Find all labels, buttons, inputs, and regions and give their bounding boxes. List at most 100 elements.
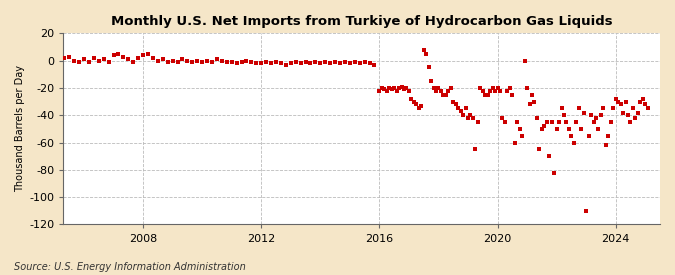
Point: [483, 93, 493, 97]
Point: [455, 109, 466, 113]
Point: [300, 60, 311, 64]
Point: [411, 102, 422, 106]
Point: [546, 120, 557, 124]
Point: [630, 116, 641, 120]
Point: [640, 102, 651, 106]
Point: [148, 56, 159, 60]
Point: [408, 99, 419, 104]
Point: [568, 140, 579, 145]
Point: [423, 65, 434, 70]
Point: [172, 60, 183, 64]
Point: [280, 62, 291, 67]
Point: [157, 57, 168, 62]
Point: [475, 86, 486, 90]
Point: [635, 99, 646, 104]
Point: [487, 86, 498, 90]
Point: [588, 120, 599, 124]
Point: [504, 86, 515, 90]
Point: [340, 60, 350, 64]
Point: [221, 60, 232, 64]
Point: [628, 106, 639, 111]
Point: [529, 99, 540, 104]
Point: [426, 79, 437, 83]
Point: [354, 61, 365, 65]
Point: [580, 209, 591, 213]
Point: [578, 110, 589, 115]
Point: [458, 113, 468, 117]
Point: [78, 57, 89, 62]
Point: [162, 60, 173, 64]
Point: [241, 59, 252, 63]
Point: [620, 99, 631, 104]
Point: [295, 61, 306, 65]
Point: [433, 86, 444, 90]
Point: [128, 60, 138, 64]
Point: [266, 61, 277, 65]
Point: [564, 127, 574, 131]
Point: [344, 61, 355, 65]
Point: [261, 60, 271, 64]
Y-axis label: Thousand Barrels per Day: Thousand Barrels per Day: [15, 65, 25, 192]
Point: [88, 56, 99, 60]
Point: [554, 120, 564, 124]
Point: [271, 60, 281, 64]
Point: [448, 99, 458, 104]
Point: [507, 93, 518, 97]
Point: [421, 52, 431, 56]
Point: [443, 89, 454, 93]
Point: [401, 86, 412, 90]
Point: [613, 99, 624, 104]
Point: [618, 110, 628, 115]
Point: [256, 61, 267, 65]
Point: [586, 113, 597, 117]
Point: [502, 89, 513, 93]
Point: [118, 54, 129, 59]
Point: [603, 134, 614, 138]
Point: [522, 86, 533, 90]
Point: [392, 89, 402, 93]
Point: [605, 120, 616, 124]
Point: [571, 120, 582, 124]
Point: [431, 89, 441, 93]
Point: [413, 106, 424, 111]
Point: [576, 127, 587, 131]
Point: [495, 89, 506, 93]
Point: [441, 93, 452, 97]
Point: [468, 116, 479, 120]
Point: [559, 113, 570, 117]
Point: [108, 53, 119, 57]
Point: [167, 59, 178, 63]
Point: [153, 59, 163, 63]
Point: [460, 106, 471, 111]
Point: [404, 89, 414, 93]
Point: [512, 120, 522, 124]
Point: [59, 56, 70, 60]
Point: [142, 52, 153, 56]
Point: [622, 113, 633, 117]
Point: [359, 60, 370, 64]
Point: [472, 120, 483, 124]
Point: [534, 147, 545, 152]
Point: [226, 60, 237, 64]
Point: [177, 57, 188, 62]
Point: [595, 113, 606, 117]
Title: Monthly U.S. Net Imports from Turkiye of Hydrocarbon Gas Liquids: Monthly U.S. Net Imports from Turkiye of…: [111, 15, 612, 28]
Point: [593, 127, 604, 131]
Point: [541, 120, 552, 124]
Point: [138, 53, 148, 57]
Point: [377, 86, 387, 90]
Point: [187, 60, 198, 64]
Point: [123, 57, 134, 62]
Point: [637, 97, 648, 101]
Point: [290, 60, 301, 64]
Point: [286, 61, 296, 65]
Point: [275, 61, 286, 65]
Point: [625, 120, 636, 124]
Point: [379, 87, 389, 92]
Point: [531, 116, 542, 120]
Point: [551, 127, 562, 131]
Point: [492, 86, 503, 90]
Point: [610, 97, 621, 101]
Point: [537, 127, 547, 131]
Point: [310, 60, 321, 64]
